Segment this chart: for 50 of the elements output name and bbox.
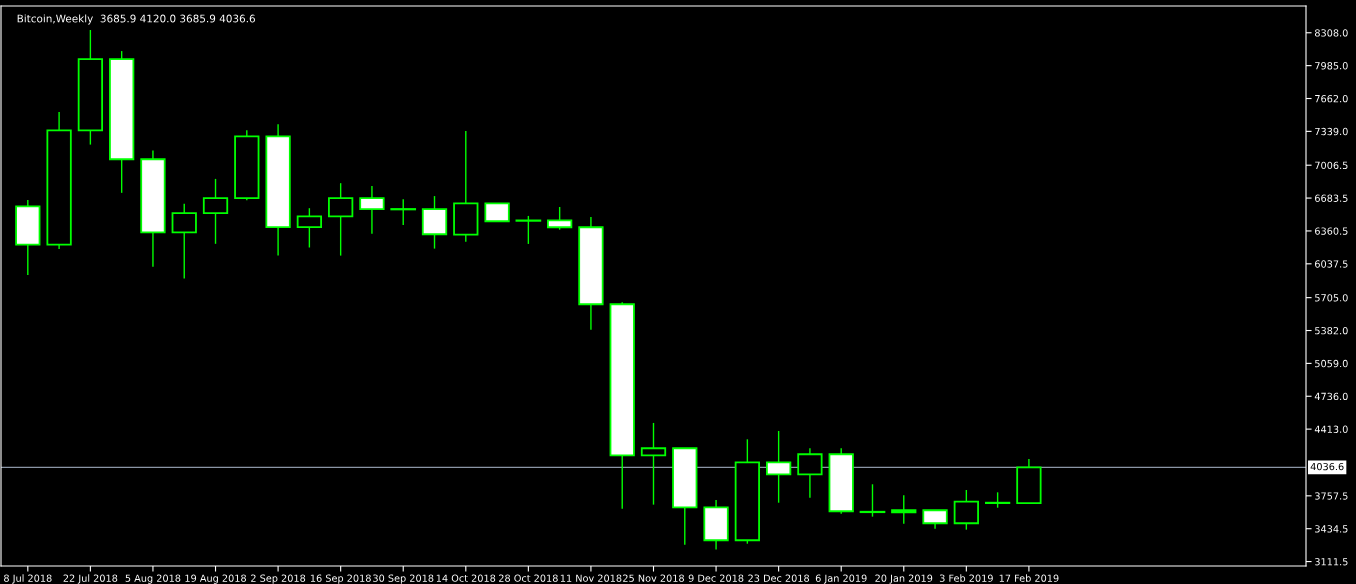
y-tick-label: 5705.0: [1315, 294, 1348, 302]
x-tick-label: 23 Dec 2018: [748, 574, 810, 582]
text: Bitcoin,Weekly 3685.9 4120.0 3685.9 4036.6: [17, 14, 255, 25]
candlestick: [171, 203, 197, 280]
y-tick-label: 4736.0: [1314, 392, 1348, 401]
candlestick: [766, 430, 792, 504]
x-tick-label: 17 Feb 2019: [999, 574, 1059, 582]
candlestick: [296, 207, 323, 249]
x-tick-label: 3 Feb 2019: [939, 574, 993, 582]
x-tick-label: 11 Nov 2018: [560, 574, 622, 582]
x-tick-label: 2 Sep 2018: [251, 574, 306, 584]
x-tick-label: 28 Oct 2018: [499, 574, 558, 582]
y-tick-label: 7006.5: [1315, 161, 1348, 170]
x-tick-label: 9 Dec 2018: [688, 574, 744, 582]
y-tick-label: 7985.0: [1315, 62, 1348, 70]
y-tick-label: 8308.0: [1314, 29, 1348, 37]
x-tick-label: 30 Sep 2018: [373, 574, 434, 584]
y-tick-label: 7662.0: [1315, 94, 1348, 103]
y-tick-label: 7339.0: [1315, 127, 1348, 136]
x-tick-label: 14 Oct 2018: [436, 574, 496, 582]
candlestick: [515, 215, 542, 245]
candlestick: [797, 447, 823, 499]
x-tick-label: 8 Jul 2018: [4, 574, 52, 584]
candlestick: [328, 182, 354, 257]
y-tick-label: 5059.0: [1315, 359, 1348, 368]
x-tick-label: 19 Aug 2018: [185, 574, 246, 584]
y-tick-label: 6683.5: [1315, 194, 1348, 202]
candlestick: [922, 509, 948, 530]
x-tick-label: 20 Jan 2019: [875, 574, 933, 584]
x-tick-label: 25 Nov 2018: [623, 574, 684, 582]
y-tick-label: 6037.5: [1315, 260, 1348, 268]
candlestick: [547, 206, 573, 231]
y-tick-label: 6360.5: [1315, 227, 1348, 235]
candlestick: [640, 422, 667, 506]
candlestick: [953, 489, 979, 531]
y-tick-label: 4413.0: [1314, 425, 1348, 433]
candlestick: [859, 483, 886, 518]
y-tick-label: 3434.5: [1315, 525, 1348, 533]
candlestick: [390, 198, 417, 226]
x-tick-label: 6 Jan 2019: [815, 574, 867, 584]
y-tick-label: 5382.0: [1315, 327, 1348, 335]
y-tick-label: 3757.5: [1315, 492, 1348, 500]
x-tick-label: 22 Jul 2018: [63, 574, 118, 584]
candlestick: [359, 185, 385, 235]
candlestick: [202, 178, 229, 245]
ref-line-label: 4036.6: [1310, 462, 1344, 471]
candlestick: [891, 494, 917, 525]
x-tick-label: 16 Sep 2018: [310, 574, 371, 584]
x-tick-label: 5 Aug 2018: [125, 574, 181, 584]
y-tick-label: 3111.5: [1315, 558, 1348, 566]
